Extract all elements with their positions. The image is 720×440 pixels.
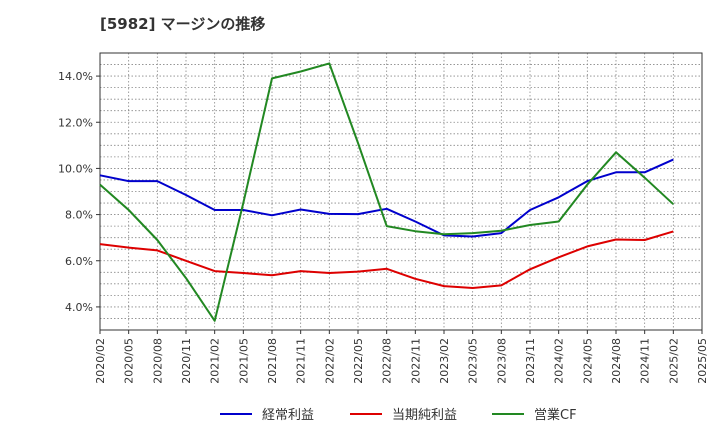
x-tick-label: 2021/02 — [209, 338, 222, 384]
x-tick-label: 2023/08 — [495, 338, 508, 384]
x-tick-label: 2024/11 — [639, 338, 652, 384]
series-line-3 — [99, 62, 674, 322]
grid — [100, 53, 702, 330]
x-tick-label: 2022/02 — [323, 338, 336, 384]
x-tick-label: 2023/02 — [438, 338, 451, 384]
x-tick-label: 2025/05 — [696, 338, 709, 384]
x-tick-label: 2025/02 — [667, 338, 680, 384]
x-tick-label: 2020/02 — [94, 338, 107, 384]
series-line-2 — [99, 230, 674, 289]
series-line-1 — [99, 158, 674, 238]
x-tick-label: 2024/08 — [610, 338, 623, 384]
x-tick-label: 2020/05 — [123, 338, 136, 384]
x-tick-label: 2022/08 — [381, 338, 394, 384]
x-tick-label: 2021/11 — [295, 338, 308, 384]
legend-label-3: 営業CF — [534, 407, 577, 423]
x-tick-label: 2022/05 — [352, 338, 365, 384]
legend: 経常利益 当期純利益 営業CF — [220, 407, 577, 423]
x-tick-label: 2021/08 — [266, 338, 279, 384]
chart-title: [5982] マージンの推移 — [100, 15, 266, 33]
legend-label-1: 経常利益 — [262, 408, 314, 423]
legend-label-2: 当期純利益 — [392, 408, 457, 423]
x-tick-label: 2023/11 — [524, 338, 537, 384]
x-tick-label: 2024/02 — [553, 338, 566, 384]
x-tick-label: 2024/05 — [581, 338, 594, 384]
x-tick-label: 2020/08 — [151, 338, 164, 384]
x-tick-label: 2021/05 — [237, 338, 250, 384]
y-tick-label: 8.0% — [65, 209, 93, 222]
y-tick-label: 6.0% — [65, 255, 93, 268]
plot-area-border — [99, 52, 703, 331]
x-tick-label: 2020/11 — [180, 338, 193, 384]
x-tick-label: 2022/11 — [409, 338, 422, 384]
x-tick-label: 2023/05 — [467, 338, 480, 384]
y-tick-label: 10.0% — [58, 162, 93, 175]
series-layer — [99, 62, 674, 322]
x-axis-ticks: 2020/02 2020/05 2020/08 2020/11 2021/02 2021/… — [94, 330, 709, 384]
y-tick-label: 14.0% — [58, 70, 93, 83]
y-tick-label: 12.0% — [58, 116, 93, 129]
y-axis-ticks: 4.0% 6.0% 8.0% 10.0% 12.0% 14.0% — [58, 70, 100, 314]
y-tick-label: 4.0% — [65, 301, 93, 314]
